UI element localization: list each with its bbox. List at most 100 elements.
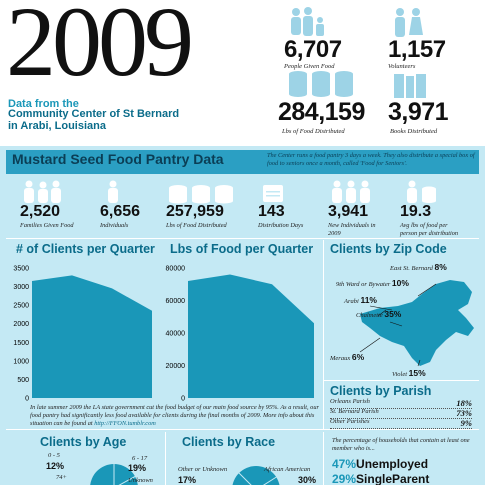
y-tick-label: 1500 [13, 340, 29, 347]
zip-name: Chalmette [356, 312, 383, 319]
parish-title: Clients by Parish [330, 384, 432, 398]
people-given-food-label: People Given Food [284, 63, 335, 70]
individuals-label: Individuals [100, 222, 129, 229]
zip-title: Clients by Zip Code [330, 242, 447, 256]
age-6-17-value: 19% [128, 463, 147, 473]
divider-stats [6, 238, 479, 239]
parish-name: St. Bernard Parish [330, 408, 379, 415]
food-cans-icon [289, 71, 353, 97]
zip-value: 10% [391, 278, 409, 288]
age-74-plus-label: 74+ [56, 474, 67, 481]
distribution-days-label: Distribution Days [258, 222, 304, 229]
parish-name: Other Parishes [330, 418, 370, 425]
lbs-quarter-area [188, 274, 314, 398]
clients-quarter-area [32, 275, 152, 398]
volunteers-label: Volunteers [388, 63, 416, 70]
y-tick-label: 3500 [13, 266, 29, 273]
ffon-link[interactable]: http://FFON.tumblr.com [94, 419, 156, 427]
lbs-food-value: 284,159 [278, 98, 365, 126]
subtitle-line-1: Data from the [8, 98, 79, 110]
parish-name: Orleans Parish [330, 398, 370, 405]
zip-chalmette: Chalmette 35% [356, 309, 401, 319]
individuals-value: 6,656 [100, 203, 141, 220]
avg-lbs-value: 19.3 [400, 203, 432, 220]
zip-map [359, 280, 474, 367]
household-label: Unemployed [356, 457, 429, 471]
race-title: Clients by Race [182, 435, 276, 449]
parish-value: 18% [456, 398, 472, 408]
zip-value: 11% [360, 295, 377, 305]
y-tick-label: 80000 [166, 266, 186, 273]
divider-households [323, 432, 324, 485]
lbs-quarter-chart: 80000 60000 40000 20000 0 [166, 266, 314, 403]
year-title: 2009 [6, 0, 194, 97]
y-tick-label: 500 [17, 377, 29, 384]
race-pie [232, 466, 280, 485]
parish-row-st-bernard: St. Bernard Parish 73% [330, 408, 472, 419]
zip-9th-ward: 9th Ward or Bywater 10% [336, 278, 409, 288]
pantry-header-bar [6, 150, 479, 174]
subtitle-line-3: in Arabi, Louisiana [8, 120, 106, 132]
people-given-food-value: 6,707 [284, 36, 342, 63]
age-pie [90, 464, 138, 485]
zip-value: 8% [434, 262, 447, 272]
zip-name: Arabi [344, 298, 359, 305]
divider-right-column [323, 240, 324, 430]
avg-lbs-icon [407, 180, 436, 203]
y-tick-label: 3000 [13, 284, 29, 291]
age-0-5-label: 0 - 5 [48, 452, 60, 459]
household-pct: 29% [332, 472, 357, 485]
divider-bottom [6, 429, 479, 430]
zip-value: 15% [408, 368, 426, 378]
zip-name: Meraux [330, 355, 351, 362]
books-icon [394, 74, 426, 98]
zip-name: Violet [392, 371, 408, 378]
parish-value: 73% [456, 408, 472, 418]
y-tick-label: 0 [25, 396, 29, 403]
new-individuals-icon [332, 180, 370, 203]
race-african-american-value: 30% [298, 475, 317, 485]
individual-icon [108, 180, 118, 203]
y-tick-label: 60000 [166, 298, 186, 305]
y-tick-label: 2500 [13, 303, 29, 310]
new-individuals-value: 3,941 [328, 203, 369, 220]
volunteers-value: 1,157 [388, 36, 446, 63]
age-6-17-label: 6 - 17 [132, 455, 148, 462]
subtitle-line-2: Community Center of St Bernard [8, 108, 180, 120]
household-unemployed: 47%Unemployed [332, 455, 428, 473]
household-label: SingleParent [356, 472, 430, 485]
st-bernard-map-shape [360, 280, 474, 366]
zip-value: 6% [351, 352, 365, 362]
zip-value: 35% [384, 309, 402, 319]
zip-arabi: Arabi 11% [344, 295, 377, 305]
y-tick-label: 2000 [13, 321, 29, 328]
people-icon [395, 8, 423, 37]
y-tick-label: 40000 [166, 331, 186, 338]
y-tick-label: 20000 [166, 363, 186, 370]
books-label: Books Distributed [390, 128, 438, 135]
households-intro: The percentage of households that contai… [332, 437, 470, 452]
books-value: 3,971 [388, 98, 449, 126]
budget-cut-note: In late summer 2009 the LA state governm… [30, 404, 326, 427]
distribution-days-value: 143 [258, 203, 285, 220]
families-icon [24, 180, 61, 203]
lbs-quarter-title: Lbs of Food per Quarter [170, 242, 314, 256]
race-other-label: Other or Unknown [178, 466, 228, 473]
divider-race [165, 432, 166, 485]
divider-parish [324, 380, 479, 381]
calendar-icon [263, 185, 283, 202]
parish-value: 9% [460, 418, 472, 428]
age-unknown-label: Unknown [128, 477, 153, 484]
new-individuals-label: New Individuals in 2009 [328, 222, 376, 237]
clients-quarter-chart: 3500 3000 2500 2000 1500 1000 500 0 [13, 266, 152, 403]
families-label: Families Given Food [20, 222, 74, 229]
avg-lbs-label: Avg lbs of food per person per distribut… [400, 222, 459, 237]
parish-row-other: Other Parishes 9% [330, 418, 472, 429]
household-single-parent: 29%SingleParent [332, 470, 429, 485]
pantry-description: The Center runs a food pantry 3 days a w… [267, 152, 475, 167]
zip-violet: Violet 15% [392, 368, 426, 378]
age-title: Clients by Age [40, 435, 127, 449]
pantry-lbs-value: 257,959 [166, 203, 224, 220]
household-pct: 47% [332, 457, 357, 471]
parish-row-orleans: Orleans Parish 18% [330, 398, 472, 409]
